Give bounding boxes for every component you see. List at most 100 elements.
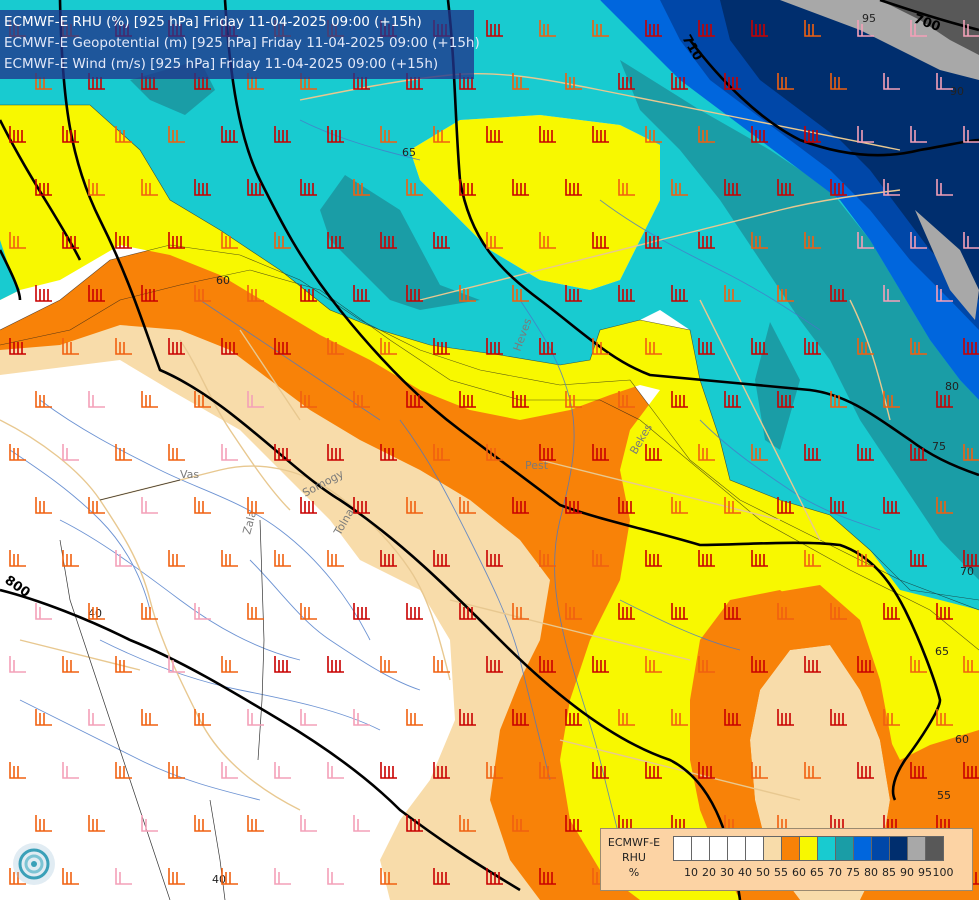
wind-barb: [486, 126, 503, 143]
rh-label-90: 90: [950, 85, 964, 98]
wind-barb: [35, 603, 52, 620]
wind-barb: [963, 232, 979, 249]
wind-barb: [910, 762, 927, 779]
wind-barb: [221, 444, 238, 461]
wind-barb: [804, 20, 821, 37]
wind-barb: [247, 285, 264, 302]
wind-barb: [327, 232, 344, 249]
wind-barb: [857, 762, 874, 779]
wind-barb: [883, 179, 900, 196]
wind-barb: [353, 179, 370, 196]
wind-barb: [565, 815, 582, 832]
wind-barb: [910, 338, 927, 355]
rh-labels: 95 90 80 75 70 65 65 60 60 55 40 40: [88, 12, 974, 886]
wind-barb: [910, 126, 927, 143]
wind-barb: [353, 497, 370, 514]
region-label-pest: Pest: [525, 459, 549, 472]
wind-barb: [35, 285, 52, 302]
wind-barb: [115, 656, 132, 673]
wind-barb: [645, 338, 662, 355]
wind-barb: [565, 391, 582, 408]
wind-barb: [830, 497, 847, 514]
wind-barb: [486, 868, 503, 885]
wind-barb: [910, 656, 927, 673]
wind-barb: [936, 179, 953, 196]
wind-barb: [327, 444, 344, 461]
wind-barb: [857, 20, 874, 37]
header-wind-line: ECMWF-E Wind (m/s) [925 hPa] Friday 11-0…: [4, 56, 439, 72]
wind-barb: [168, 656, 185, 673]
legend-title-variable: RHU: [622, 851, 646, 864]
wind-barb: [115, 444, 132, 461]
wind-barb: [406, 391, 423, 408]
wind-barb: [168, 550, 185, 567]
wind-barb: [565, 497, 582, 514]
legend-tick-label: 80: [864, 866, 878, 879]
region-label-vas: Vas: [180, 468, 199, 481]
wind-barb: [115, 126, 132, 143]
wind-barb: [353, 603, 370, 620]
wind-barb: [194, 603, 211, 620]
wind-barb: [274, 126, 291, 143]
legend-tick-label: 75: [846, 866, 860, 879]
wind-barb: [274, 762, 291, 779]
wind-barb: [433, 550, 450, 567]
wind-barb: [963, 20, 979, 37]
wind-barb: [62, 126, 79, 143]
wind-barb: [433, 656, 450, 673]
wind-barb: [751, 444, 768, 461]
header-rhu-line: ECMWF-E RHU (%) [925 hPa] Friday 11-04-2…: [4, 14, 422, 30]
rh-legend: ECMWF-E RHU % 10 20 30 40 50 55 60 65 70 75 80 85 90…: [600, 828, 973, 891]
rh-label-75: 75: [932, 440, 946, 453]
wind-barb: [141, 603, 158, 620]
wind-barb: [115, 550, 132, 567]
wind-barb: [592, 126, 609, 143]
wind-barb: [62, 444, 79, 461]
wind-barb: [724, 73, 741, 90]
wind-barb: [62, 232, 79, 249]
wind-barb: [645, 126, 662, 143]
wind-barb: [141, 73, 158, 90]
wind-barb: [459, 391, 476, 408]
wind-barb: [618, 73, 635, 90]
wind-barb: [486, 550, 503, 567]
legend-swatches: [673, 836, 944, 861]
wind-barb: [9, 338, 26, 355]
wind-barb: [618, 285, 635, 302]
wind-barb: [777, 73, 794, 90]
wind-barb: [433, 868, 450, 885]
wind-barb: [830, 285, 847, 302]
wind-barb: [194, 709, 211, 726]
wind-barb: [883, 497, 900, 514]
legend-tick-label: 40: [738, 866, 752, 879]
wind-barb: [830, 179, 847, 196]
legend-tick-label: 50: [756, 866, 770, 879]
wind-barb: [115, 868, 132, 885]
wind-barb: [247, 603, 264, 620]
wind-barb: [698, 126, 715, 143]
wind-barb: [751, 550, 768, 567]
wind-barb: [194, 285, 211, 302]
wind-barb: [936, 709, 953, 726]
wind-barb: [35, 815, 52, 832]
wind-barb: [486, 444, 503, 461]
rh-label-60-left: 60: [216, 274, 230, 287]
wind-barb: [671, 497, 688, 514]
wind-barb: [645, 762, 662, 779]
legend-tick-label: 20: [702, 866, 716, 879]
wind-barb: [327, 868, 344, 885]
wind-barb: [88, 815, 105, 832]
wind-barb: [539, 232, 556, 249]
wind-barb: [194, 73, 211, 90]
wind-barb: [751, 762, 768, 779]
wind-barb: [486, 338, 503, 355]
wind-barb: [406, 709, 423, 726]
wind-barb: [777, 497, 794, 514]
wind-barb: [830, 391, 847, 408]
wind-barb: [353, 285, 370, 302]
wind-barb: [141, 815, 158, 832]
wind-barb: [459, 179, 476, 196]
rh-label-65-top: 65: [402, 146, 416, 159]
